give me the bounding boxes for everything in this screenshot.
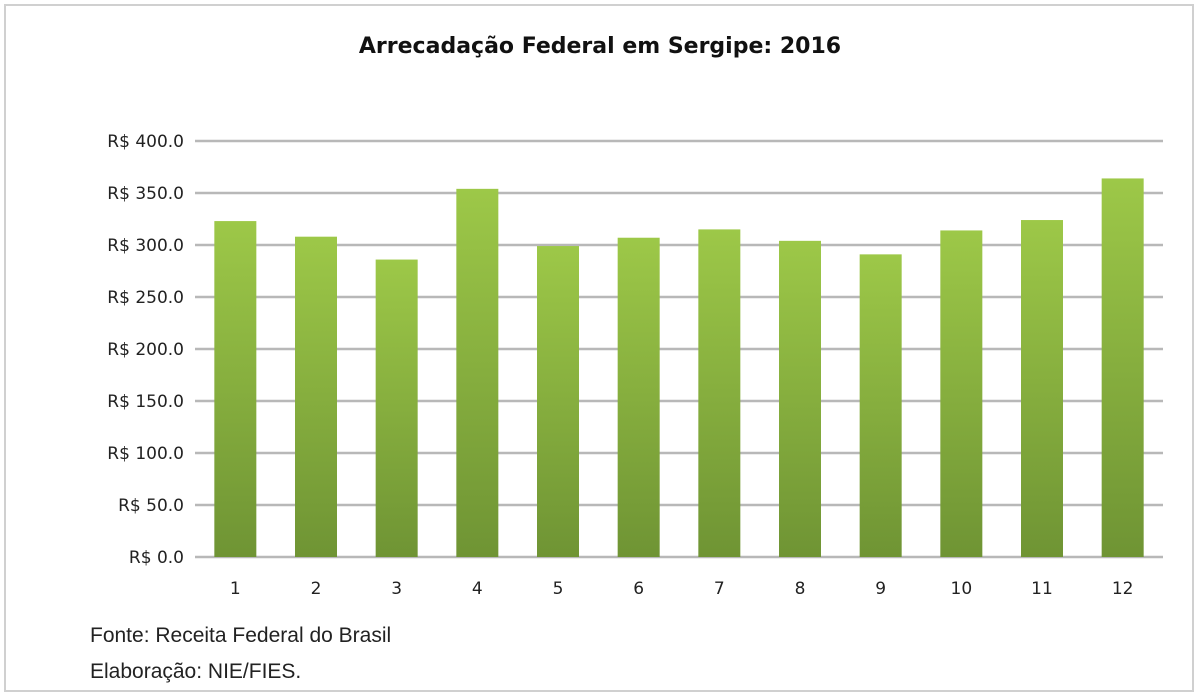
source-note: Fonte: Receita Federal do Brasil — [90, 624, 392, 647]
y-tick-label: R$ 400.0 — [107, 132, 184, 152]
bar-6 — [617, 237, 660, 557]
bar-10 — [940, 230, 983, 557]
x-tick-label: 7 — [714, 579, 725, 599]
x-tick-label: 2 — [311, 579, 322, 599]
x-tick-label: 6 — [633, 579, 644, 599]
x-tick-label: 12 — [1112, 579, 1134, 599]
y-tick-label: R$ 150.0 — [107, 392, 184, 412]
y-tick-label: R$ 100.0 — [107, 444, 184, 464]
x-tick-label: 9 — [875, 579, 886, 599]
bar-7 — [698, 229, 741, 557]
bar-8 — [779, 240, 821, 557]
chart-title: Arrecadação Federal em Sergipe: 2016 — [358, 34, 842, 59]
y-tick-label: R$ 0.0 — [129, 548, 184, 568]
x-tick-label: 5 — [553, 579, 564, 599]
x-tick-label: 10 — [951, 579, 973, 599]
y-tick-label: R$ 300.0 — [107, 236, 184, 256]
bar-1 — [214, 221, 257, 557]
y-tick-label: R$ 200.0 — [107, 340, 184, 360]
bar-2 — [295, 236, 337, 557]
x-tick-label: 3 — [391, 579, 402, 599]
bar-11 — [1021, 220, 1063, 558]
y-tick-label: R$ 50.0 — [118, 496, 184, 516]
x-tick-label: 8 — [795, 579, 806, 599]
y-tick-label: R$ 250.0 — [107, 288, 184, 308]
bar-9 — [859, 254, 902, 558]
credit-note: Elaboração: NIE/FIES. — [90, 660, 302, 683]
y-tick-label: R$ 350.0 — [107, 184, 184, 204]
x-tick-label: 11 — [1031, 579, 1053, 599]
x-tick-label: 1 — [230, 579, 241, 599]
chart-frame — [4, 4, 1194, 692]
bar-4 — [456, 188, 499, 557]
bar-5 — [537, 246, 579, 558]
bar-3 — [375, 259, 418, 557]
bar-12 — [1101, 178, 1144, 557]
x-tick-label: 4 — [472, 579, 483, 599]
